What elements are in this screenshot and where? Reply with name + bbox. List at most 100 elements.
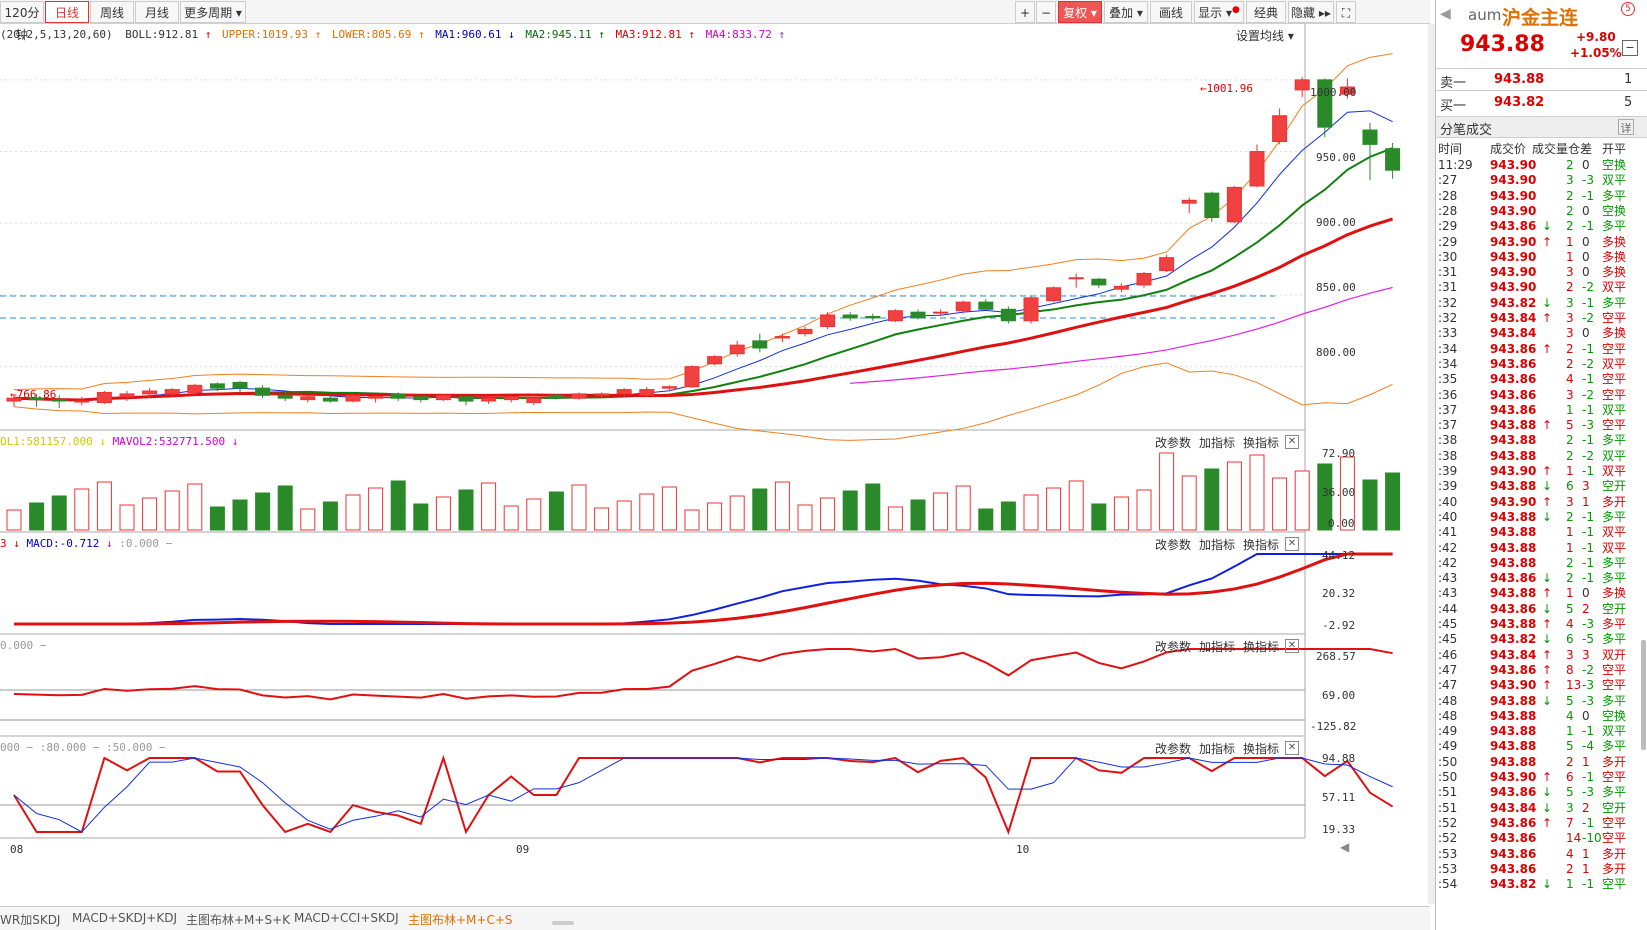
- hide-button[interactable]: 隐藏 ▸▸: [1288, 1, 1334, 23]
- tick-oi-change: -4: [1582, 739, 1594, 754]
- volume-bar: [594, 507, 610, 531]
- change-params-button[interactable]: 改参数: [1155, 742, 1192, 756]
- tick-time: :37: [1438, 402, 1458, 417]
- candle-body: [322, 397, 338, 402]
- switch-indicator-button[interactable]: 换指标: [1243, 742, 1280, 756]
- tick-volume: 2: [1566, 555, 1574, 570]
- tab-boll-m-c-s[interactable]: 主图布林+M+C+S: [408, 913, 513, 927]
- tick-time: :38: [1438, 433, 1458, 448]
- add-indicator-button[interactable]: 加指标: [1199, 640, 1236, 654]
- classic-button[interactable]: 经典: [1246, 1, 1286, 23]
- add-indicator-button[interactable]: 加指标: [1199, 436, 1236, 450]
- macd-dea-line: [14, 552, 1393, 626]
- ask-volume: 1: [1624, 72, 1633, 87]
- switch-indicator-button[interactable]: 换指标: [1243, 538, 1280, 552]
- price-change-pct: +1.05%: [1570, 46, 1622, 60]
- add-indicator-button[interactable]: 加指标: [1199, 742, 1236, 756]
- tab-boll-m-s-k[interactable]: 主图布林+M+S+K: [186, 913, 291, 927]
- kdj-value-3: :50.000: [105, 741, 153, 754]
- zoom-out-button[interactable]: −: [1036, 1, 1056, 23]
- zoom-in-button[interactable]: +: [1015, 1, 1035, 23]
- change-params-button[interactable]: 改参数: [1155, 436, 1192, 450]
- close-icon[interactable]: ✕: [1285, 639, 1299, 653]
- chart-area[interactable]: (20,2,5,13,20,60) BOLL:912.81 ↑ UPPER:10…: [0, 24, 1430, 904]
- candle-body: [1339, 86, 1355, 95]
- switch-indicator-button[interactable]: 换指标: [1243, 436, 1280, 450]
- switch-indicator-button[interactable]: 换指标: [1243, 640, 1280, 654]
- display-dropdown[interactable]: 显示 ▾●: [1194, 1, 1244, 23]
- tick-time: :51: [1438, 800, 1458, 815]
- candle-body: [74, 400, 90, 403]
- period-monthly-button[interactable]: 月线: [135, 1, 179, 23]
- close-icon[interactable]: ✕: [1285, 435, 1299, 449]
- tick-direction: ↓: [1542, 601, 1553, 616]
- change-params-button[interactable]: 改参数: [1155, 640, 1192, 654]
- tick-direction: ↑: [1542, 770, 1553, 784]
- draw-line-button[interactable]: 画线: [1150, 1, 1192, 23]
- period-weekly-button[interactable]: 周线: [90, 1, 134, 23]
- volume-bar: [1385, 472, 1401, 531]
- tick-row: :43 943.86 ↓ 2 -1 多平: [1436, 571, 1647, 586]
- panel-divider[interactable]: [1428, 24, 1435, 904]
- badge-icon[interactable]: 5: [1621, 2, 1635, 16]
- change-params-button[interactable]: 改参数: [1155, 538, 1192, 552]
- tick-type: 双平: [1602, 173, 1627, 188]
- tick-volume: 1: [1566, 540, 1574, 555]
- tick-time: :39: [1438, 464, 1458, 478]
- tick-time: :48: [1438, 708, 1458, 723]
- tick-price: 943.88: [1490, 479, 1537, 494]
- scroll-left-icon[interactable]: ◀: [1340, 840, 1350, 854]
- tick-price: 943.88: [1490, 724, 1537, 739]
- tick-oi-change: 0: [1582, 326, 1590, 341]
- scroll-handle[interactable]: [552, 921, 574, 925]
- prev-arrow-icon[interactable]: ◀: [1440, 6, 1451, 22]
- x-axis-label: 09: [516, 843, 530, 856]
- add-indicator-button[interactable]: 加指标: [1199, 538, 1236, 552]
- macd-value: MACD:-0.712: [26, 537, 100, 550]
- period-daily-button[interactable]: 日线: [45, 1, 89, 23]
- tick-oi-change: -1: [1582, 219, 1594, 234]
- fuquan-dropdown[interactable]: 复权 ▾: [1058, 1, 1102, 23]
- candle-body: [774, 336, 790, 339]
- ticks-detail-button[interactable]: 详: [1618, 119, 1634, 135]
- tick-direction: ↑: [1542, 586, 1553, 601]
- tab-macd-cci-skdj[interactable]: MACD+CCI+SKDJ: [294, 911, 399, 925]
- tick-price: 943.88: [1490, 540, 1537, 555]
- tick-price: 943.84: [1490, 326, 1537, 341]
- ticks-scrollbar[interactable]: [1641, 640, 1646, 750]
- close-icon[interactable]: ✕: [1285, 537, 1299, 551]
- tick-direction: ↓: [1542, 219, 1553, 234]
- ma1-value: MA1:960.61: [435, 28, 502, 41]
- ma-settings-dropdown[interactable]: 设置均线 ▾: [1236, 29, 1294, 43]
- tick-oi-change: -1: [1582, 433, 1594, 448]
- tick-type: 多开: [1602, 846, 1627, 861]
- period-120min-button[interactable]: 120分钟: [0, 1, 44, 42]
- tick-direction: ↓: [1542, 571, 1553, 586]
- tick-row: :42 943.88 2 -1 多平: [1436, 556, 1647, 571]
- tick-oi-change: -10: [1582, 831, 1602, 846]
- tick-time: :38: [1438, 448, 1458, 463]
- tick-type: 双平: [1602, 448, 1627, 463]
- tick-time: :31: [1438, 280, 1458, 295]
- more-periods-dropdown[interactable]: 更多周期 ▾: [180, 1, 246, 23]
- tick-row: :38 943.88 2 -2 双平: [1436, 449, 1647, 464]
- cci-panel-buttons: 改参数 加指标 换指标: [1147, 638, 1279, 655]
- fullscreen-icon[interactable]: ⛶: [1336, 1, 1356, 23]
- tab-macd-skdj-kdj[interactable]: MACD+SKDJ+KDJ: [72, 911, 177, 925]
- tick-volume: 2: [1566, 571, 1574, 586]
- collapse-icon[interactable]: −: [1622, 40, 1638, 56]
- volume-bar: [797, 504, 813, 531]
- tick-volume: 5: [1566, 785, 1574, 800]
- cci-value: 0.000: [0, 639, 34, 652]
- tick-row: :28 943.90 2 -1 多平: [1436, 189, 1647, 204]
- tick-oi-change: -5: [1582, 632, 1594, 647]
- close-icon[interactable]: ✕: [1285, 741, 1299, 755]
- overlay-dropdown[interactable]: 叠加 ▾: [1104, 1, 1148, 23]
- candle-body: [661, 386, 677, 389]
- macd-axis-label: -2.92: [1322, 619, 1356, 632]
- tick-row: :47 943.86 ↑ 8 -2 空平: [1436, 663, 1647, 678]
- volume-bar: [526, 498, 542, 531]
- tab-wr-skdj[interactable]: WR加SKDJ: [0, 913, 61, 927]
- tick-type: 多平: [1602, 433, 1627, 448]
- tick-type: 空平: [1602, 877, 1627, 892]
